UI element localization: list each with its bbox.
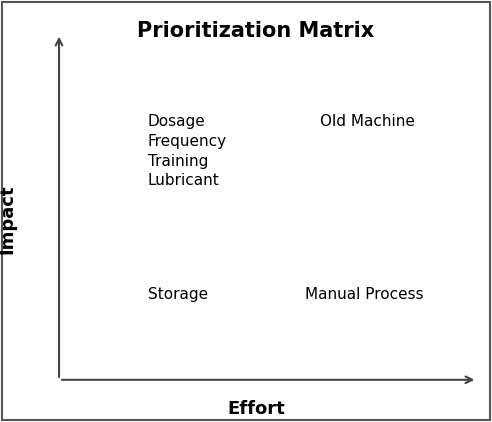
Text: Effort: Effort <box>227 400 285 418</box>
Text: Dosage
Frequency
Training
Lubricant: Dosage Frequency Training Lubricant <box>148 114 227 188</box>
Text: Manual Process: Manual Process <box>305 287 424 302</box>
Text: Old Machine: Old Machine <box>320 114 415 129</box>
Text: Storage: Storage <box>148 287 208 302</box>
Text: Prioritization Matrix: Prioritization Matrix <box>137 21 374 41</box>
Text: Impact: Impact <box>0 185 16 254</box>
